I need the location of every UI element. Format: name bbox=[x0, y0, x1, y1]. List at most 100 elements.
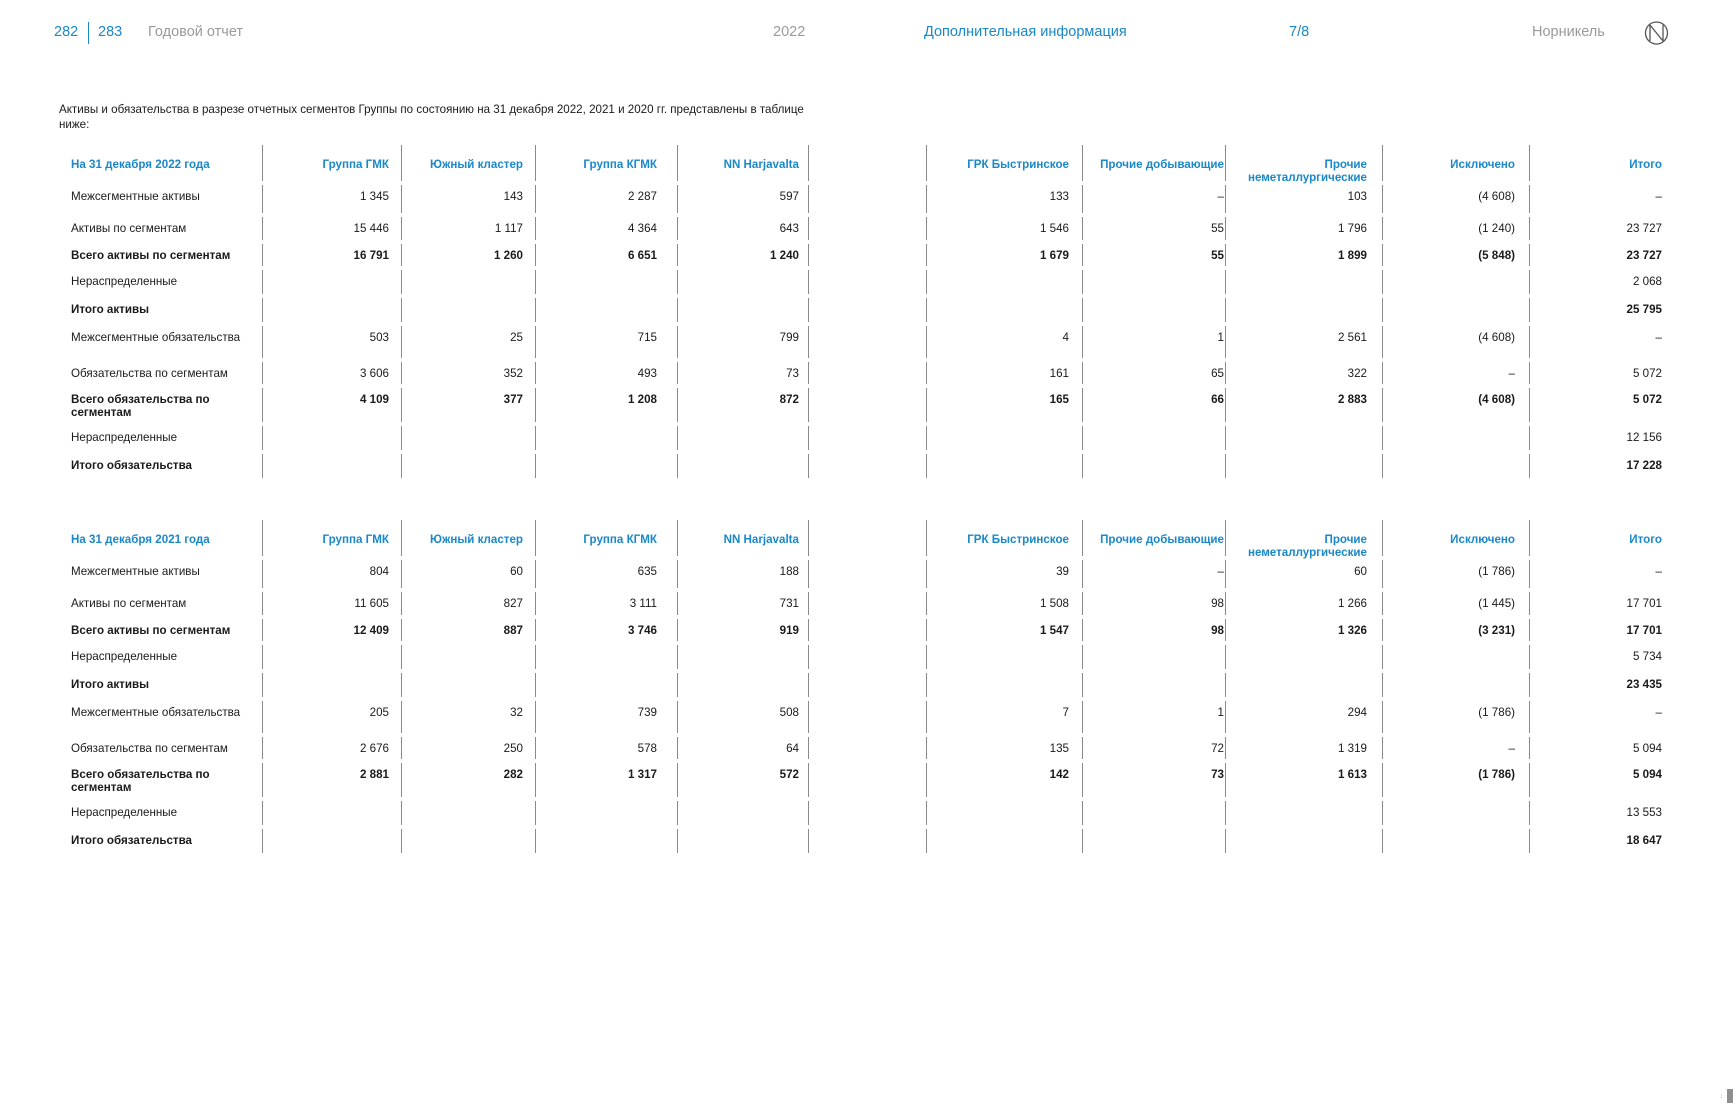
report-year: 2022 bbox=[773, 24, 806, 40]
table-cell: 1 547 bbox=[1039, 624, 1069, 637]
row-label: Нераспределенные bbox=[71, 431, 178, 444]
column-divider bbox=[535, 673, 536, 697]
table-cell: 2 881 bbox=[359, 768, 389, 781]
column-header: Итого bbox=[1629, 158, 1662, 171]
column-divider bbox=[677, 326, 678, 358]
table-cell: 635 bbox=[637, 565, 657, 578]
column-divider bbox=[808, 362, 809, 384]
table-cell: 1 899 bbox=[1337, 249, 1367, 262]
table-cell: 294 bbox=[1347, 706, 1367, 719]
nornickel-logo-icon[interactable] bbox=[1640, 21, 1673, 45]
table-cell: 1 bbox=[1217, 706, 1224, 719]
section-title[interactable]: Дополнительная информация bbox=[924, 24, 1127, 40]
column-divider bbox=[262, 619, 263, 641]
column-divider bbox=[926, 326, 927, 358]
table-cell: – bbox=[1217, 565, 1224, 578]
column-divider bbox=[401, 520, 402, 556]
report-title[interactable]: Годовой отчет bbox=[148, 24, 244, 40]
table-cell: (1 445) bbox=[1478, 597, 1515, 610]
table-cell: 65 bbox=[1211, 367, 1224, 380]
table-cell: – bbox=[1508, 367, 1515, 380]
table-cell: 5 072 bbox=[1632, 367, 1662, 380]
table-cell: 143 bbox=[503, 190, 523, 203]
table-cell: 715 bbox=[637, 331, 657, 344]
column-divider bbox=[1225, 645, 1226, 669]
column-divider bbox=[262, 362, 263, 384]
column-divider bbox=[262, 326, 263, 358]
row-label: Всего активы по сегментам bbox=[71, 624, 231, 637]
column-divider bbox=[262, 560, 263, 588]
table-cell: 73 bbox=[786, 367, 799, 380]
column-header: NN Harjavalta bbox=[723, 533, 799, 546]
column-divider bbox=[677, 619, 678, 641]
column-divider bbox=[535, 701, 536, 733]
table-cell: 135 bbox=[1049, 742, 1069, 755]
table-cell: 2 561 bbox=[1337, 331, 1367, 344]
row-label: Межсегментные обязательства bbox=[71, 331, 241, 344]
column-divider bbox=[677, 362, 678, 384]
column-divider bbox=[262, 270, 263, 294]
table-cell: 18 647 bbox=[1626, 834, 1662, 847]
column-divider bbox=[262, 763, 263, 797]
table-cell: 804 bbox=[369, 565, 389, 578]
column-divider bbox=[808, 560, 809, 588]
column-divider bbox=[1225, 426, 1226, 450]
table-cell: 5 094 bbox=[1632, 742, 1662, 755]
page-number-right[interactable]: 283 bbox=[98, 24, 123, 40]
column-divider bbox=[262, 244, 263, 266]
column-divider bbox=[1382, 592, 1383, 615]
table-cell: 17 701 bbox=[1626, 597, 1662, 610]
column-divider bbox=[1082, 701, 1083, 733]
scrollbar[interactable] bbox=[1727, 1089, 1733, 1103]
table-cell: 739 bbox=[637, 706, 657, 719]
column-divider bbox=[535, 763, 536, 797]
table-cell: 2 068 bbox=[1632, 275, 1662, 288]
table-row: Нераспределенные 13 553 bbox=[59, 801, 1669, 829]
table-cell: 39 bbox=[1056, 565, 1069, 578]
column-divider bbox=[1382, 763, 1383, 797]
column-divider bbox=[1529, 701, 1530, 733]
column-divider bbox=[808, 145, 809, 181]
page-corner-mark: ↕ bbox=[1719, 1093, 1724, 1100]
table-row: Межсегментные активы 1 345 143 2 287 597 133 –… bbox=[59, 185, 1669, 217]
column-divider bbox=[1225, 592, 1226, 615]
table-row: Межсегментные обязательства 205 32 739 508 7 1… bbox=[59, 701, 1669, 737]
row-label: Итого обязательства bbox=[71, 459, 192, 472]
column-divider bbox=[535, 326, 536, 358]
column-divider bbox=[535, 454, 536, 478]
column-divider bbox=[1382, 298, 1383, 322]
column-divider bbox=[1225, 737, 1226, 759]
column-divider bbox=[926, 298, 927, 322]
column-divider bbox=[1082, 560, 1083, 588]
table-cell: 282 bbox=[503, 768, 523, 781]
column-divider bbox=[1225, 298, 1226, 322]
column-divider bbox=[926, 426, 927, 450]
column-divider bbox=[1529, 454, 1530, 478]
column-divider bbox=[401, 426, 402, 450]
column-divider bbox=[262, 645, 263, 669]
column-divider bbox=[808, 701, 809, 733]
table-cell: 2 287 bbox=[627, 190, 657, 203]
row-label: Всего обязательства по сегментам bbox=[71, 768, 210, 794]
column-divider bbox=[1382, 145, 1383, 181]
column-divider bbox=[1082, 326, 1083, 358]
column-divider bbox=[1382, 362, 1383, 384]
column-divider bbox=[808, 388, 809, 422]
table-cell: 503 bbox=[369, 331, 389, 344]
column-divider bbox=[1382, 388, 1383, 422]
column-divider bbox=[1529, 298, 1530, 322]
page-number-left[interactable]: 282 bbox=[54, 24, 79, 40]
column-divider bbox=[1529, 362, 1530, 384]
column-divider bbox=[926, 673, 927, 697]
column-divider bbox=[677, 185, 678, 213]
column-divider bbox=[1225, 388, 1226, 422]
column-divider bbox=[401, 645, 402, 669]
column-divider bbox=[1225, 701, 1226, 733]
column-divider bbox=[262, 145, 263, 181]
column-divider bbox=[535, 185, 536, 213]
table-cell: 322 bbox=[1347, 367, 1367, 380]
table-cell: – bbox=[1217, 190, 1224, 203]
table-row: Межсегментные обязательства 503 25 715 799 4 1… bbox=[59, 326, 1669, 362]
column-divider bbox=[262, 185, 263, 213]
brand-name[interactable]: Норникель bbox=[1532, 24, 1605, 40]
